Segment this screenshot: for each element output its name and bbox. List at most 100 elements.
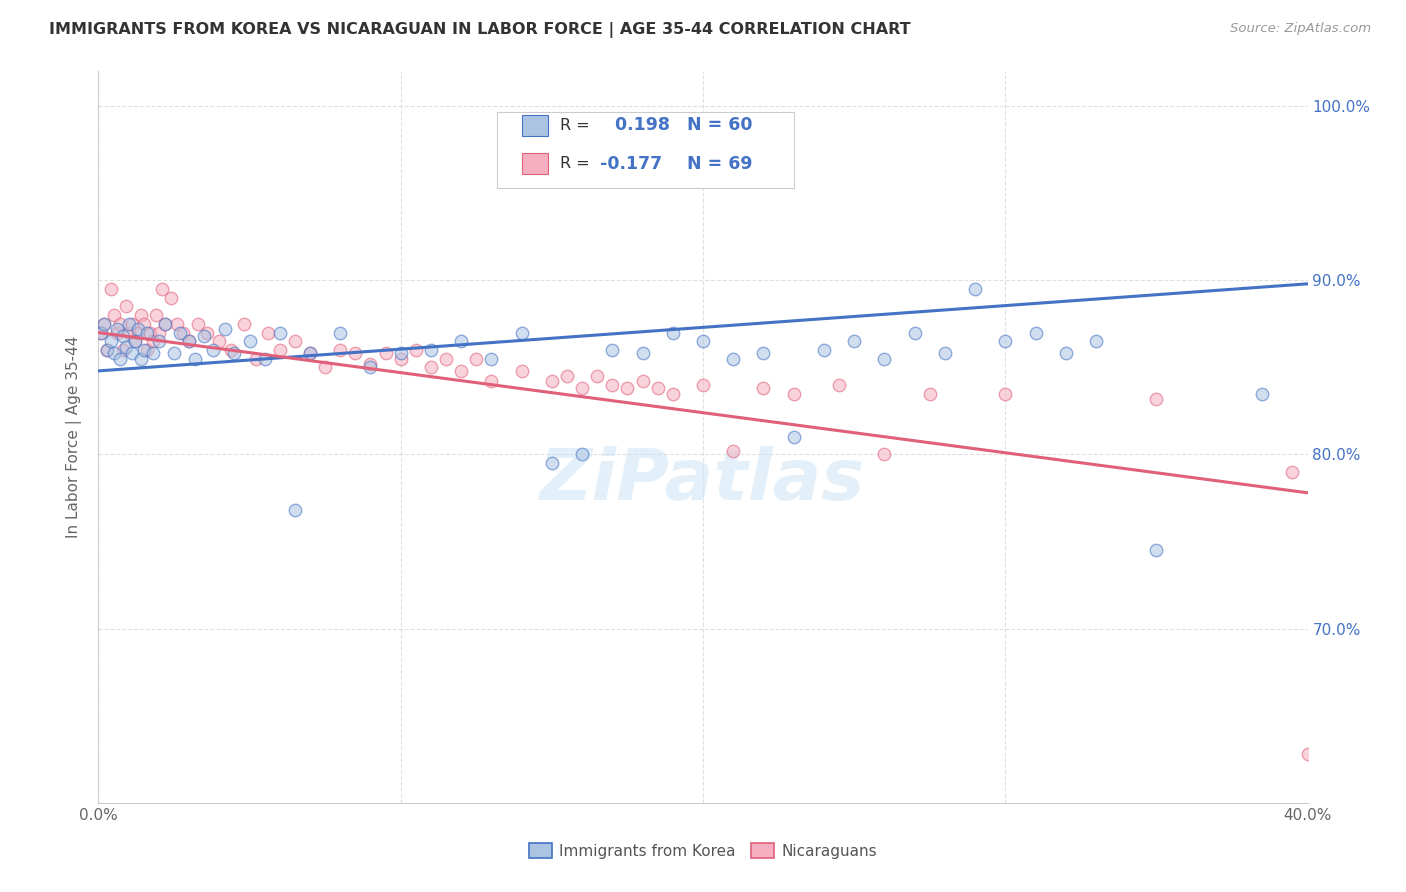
Point [586,369,609,384]
Point [148,326,170,340]
Point [540,375,562,389]
Point [389,346,412,360]
Point [127,322,149,336]
Point [129,308,152,322]
Point [571,448,593,462]
Point [100,334,122,349]
Text: Source: ZipAtlas.com: Source: ZipAtlas.com [1230,22,1371,36]
Point [100,282,122,296]
Point [142,334,165,349]
Point [616,381,638,395]
Point [253,351,276,366]
Point [661,386,683,401]
Legend: Immigrants from Korea, Nicaraguans: Immigrants from Korea, Nicaraguans [523,837,883,864]
Point [360,360,382,375]
FancyBboxPatch shape [498,112,793,188]
Point [450,364,472,378]
Point [108,317,131,331]
Point [360,357,382,371]
Point [105,322,128,336]
Point [172,326,194,340]
Point [256,326,278,340]
Point [142,346,165,360]
Point [555,369,578,384]
Point [389,351,412,366]
Text: R =: R = [561,156,591,171]
Point [723,444,745,458]
Point [169,326,191,340]
Point [160,291,183,305]
Point [783,386,806,401]
Point [121,346,143,360]
Y-axis label: In Labor Force | Age 35-44: In Labor Force | Age 35-44 [66,336,83,538]
Point [344,346,367,360]
Point [647,381,669,395]
Point [420,343,443,357]
Point [692,334,714,349]
Point [965,282,987,296]
Point [813,343,835,357]
Point [481,351,503,366]
Point [1054,346,1077,360]
Point [269,343,291,357]
Point [153,317,176,331]
Point [1085,334,1108,349]
FancyBboxPatch shape [522,115,548,136]
Point [450,334,472,349]
Point [121,317,143,331]
Point [329,326,352,340]
Text: R =: R = [561,118,591,133]
Point [124,334,146,349]
Point [844,334,866,349]
Point [631,375,654,389]
Point [90,326,112,340]
Point [1144,543,1167,558]
Point [148,334,170,349]
Text: -0.177: -0.177 [600,154,662,172]
Point [103,308,125,322]
Point [752,346,775,360]
Point [420,360,443,375]
Point [108,351,131,366]
Point [873,448,896,462]
Point [540,456,562,470]
Point [1024,326,1046,340]
Point [752,381,775,395]
Point [118,326,141,340]
Point [103,346,125,360]
Point [93,317,115,331]
Text: IMMIGRANTS FROM KOREA VS NICARAGUAN IN LABOR FORCE | AGE 35-44 CORRELATION CHART: IMMIGRANTS FROM KOREA VS NICARAGUAN IN L… [49,22,911,38]
FancyBboxPatch shape [522,153,548,174]
Point [129,351,152,366]
Point [692,377,714,392]
Point [114,300,136,314]
Point [187,317,209,331]
Point [1251,386,1274,401]
Text: 0.198: 0.198 [609,117,669,135]
Point [1296,747,1319,761]
Point [195,326,218,340]
Point [208,334,231,349]
Point [329,343,352,357]
Point [179,334,201,349]
Point [904,326,927,340]
Point [918,386,941,401]
Point [245,351,267,366]
Point [153,317,176,331]
Point [571,381,593,395]
Point [132,343,155,357]
Point [221,343,243,357]
Point [299,346,322,360]
Point [145,308,167,322]
Point [127,326,149,340]
Point [374,346,396,360]
Point [90,326,112,340]
Point [465,351,488,366]
Point [239,334,262,349]
Point [994,386,1017,401]
Point [202,343,225,357]
Point [184,351,207,366]
Point [661,326,683,340]
Point [1281,465,1303,479]
Point [224,346,246,360]
